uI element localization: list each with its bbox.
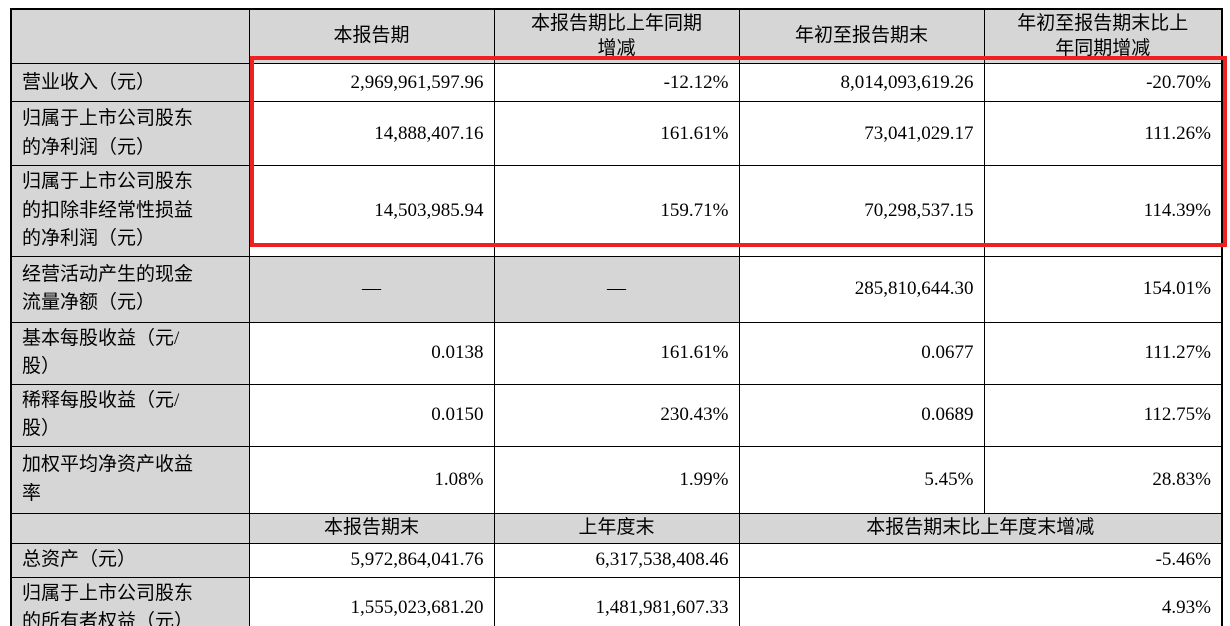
cell-value: 6,317,538,408.46: [493, 542, 740, 578]
cell-value: 154.01%: [983, 255, 1223, 323]
col-header-blank: [10, 512, 250, 544]
table-row-net-profit-excl-nonrecurring: 归属于上市公司股东 的扣除非经常性损益 的净利润（元） 14,503,985.9…: [10, 165, 1223, 257]
cell-value: 1.99%: [493, 445, 740, 514]
cell-value: 111.26%: [983, 101, 1223, 167]
cell-value: 111.27%: [983, 321, 1223, 385]
row-label: 归属于上市公司股东 的扣除非经常性损益 的净利润（元）: [10, 165, 250, 257]
row-label: 经营活动产生的现金 流量净额（元）: [10, 255, 250, 323]
cell-value-na: —: [493, 255, 740, 323]
header-row-period-end: 本报告期末 上年度末 本报告期末比上年度末增减: [10, 512, 1223, 544]
cell-value: 14,888,407.16: [248, 101, 495, 167]
table-row-revenue: 营业收入（元） 2,969,961,597.96 -12.12% 8,014,0…: [10, 63, 1223, 103]
cell-value: 1.08%: [248, 445, 495, 514]
header-row-period: 本报告期 本报告期比上年同期 增减 年初至报告期末 年初至报告期末比上 年同期增…: [10, 8, 1223, 65]
cell-value: -5.46%: [738, 542, 1223, 578]
cell-value: 159.71%: [493, 165, 740, 257]
col-header-ytd-yoy: 年初至报告期末比上 年同期增减: [983, 8, 1223, 65]
cell-value: 14,503,985.94: [248, 165, 495, 257]
row-label: 归属于上市公司股东 的净利润（元）: [10, 101, 250, 167]
row-label: 归属于上市公司股东 的所有者权益（元）: [10, 576, 250, 626]
table-row-total-assets: 总资产（元） 5,972,864,041.76 6,317,538,408.46…: [10, 542, 1223, 578]
cell-value: 285,810,644.30: [738, 255, 985, 323]
cell-value: -12.12%: [493, 63, 740, 103]
col-header-ytd: 年初至报告期末: [738, 8, 985, 65]
cell-value: 161.61%: [493, 101, 740, 167]
financial-summary-table: 本报告期 本报告期比上年同期 增减 年初至报告期末 年初至报告期末比上 年同期增…: [10, 8, 1223, 626]
col-header-current-period-yoy: 本报告期比上年同期 增减: [493, 8, 740, 65]
cell-value: 2,969,961,597.96: [248, 63, 495, 103]
table-row-diluted-eps: 稀释每股收益（元/ 股） 0.0150 230.43% 0.0689 112.7…: [10, 383, 1223, 447]
table-row-net-profit: 归属于上市公司股东 的净利润（元） 14,888,407.16 161.61% …: [10, 101, 1223, 167]
table-row-weighted-avg-roe: 加权平均净资产收益 率 1.08% 1.99% 5.45% 28.83%: [10, 445, 1223, 514]
cell-value: 114.39%: [983, 165, 1223, 257]
cell-value: 8,014,093,619.26: [738, 63, 985, 103]
table-row-operating-cash-flow: 经营活动产生的现金 流量净额（元） — — 285,810,644.30 154…: [10, 255, 1223, 323]
row-label: 营业收入（元）: [10, 63, 250, 103]
row-label: 稀释每股收益（元/ 股）: [10, 383, 250, 447]
cell-value: 28.83%: [983, 445, 1223, 514]
cell-value: 1,555,023,681.20: [248, 576, 495, 626]
col-header-period-end: 本报告期末: [248, 512, 495, 544]
col-header-prior-year-end: 上年度末: [493, 512, 740, 544]
cell-value: 70,298,537.15: [738, 165, 985, 257]
cell-value: 0.0138: [248, 321, 495, 385]
cell-value: 5.45%: [738, 445, 985, 514]
cell-value: 0.0150: [248, 383, 495, 447]
row-label: 总资产（元）: [10, 542, 250, 578]
cell-value-na: —: [248, 255, 495, 323]
col-header-period-end-change: 本报告期末比上年度末增减: [738, 512, 1223, 544]
cell-value: 4.93%: [738, 576, 1223, 626]
cell-value: 5,972,864,041.76: [248, 542, 495, 578]
row-label: 基本每股收益（元/ 股）: [10, 321, 250, 385]
col-header-blank: [10, 8, 250, 65]
table-row-shareholders-equity: 归属于上市公司股东 的所有者权益（元） 1,555,023,681.20 1,4…: [10, 576, 1223, 626]
cell-value: 161.61%: [493, 321, 740, 385]
cell-value: -20.70%: [983, 63, 1223, 103]
cell-value: 1,481,981,607.33: [493, 576, 740, 626]
table-row-basic-eps: 基本每股收益（元/ 股） 0.0138 161.61% 0.0677 111.2…: [10, 321, 1223, 385]
cell-value: 230.43%: [493, 383, 740, 447]
col-header-current-period: 本报告期: [248, 8, 495, 65]
cell-value: 73,041,029.17: [738, 101, 985, 167]
cell-value: 0.0689: [738, 383, 985, 447]
row-label: 加权平均净资产收益 率: [10, 445, 250, 514]
cell-value: 112.75%: [983, 383, 1223, 447]
cell-value: 0.0677: [738, 321, 985, 385]
